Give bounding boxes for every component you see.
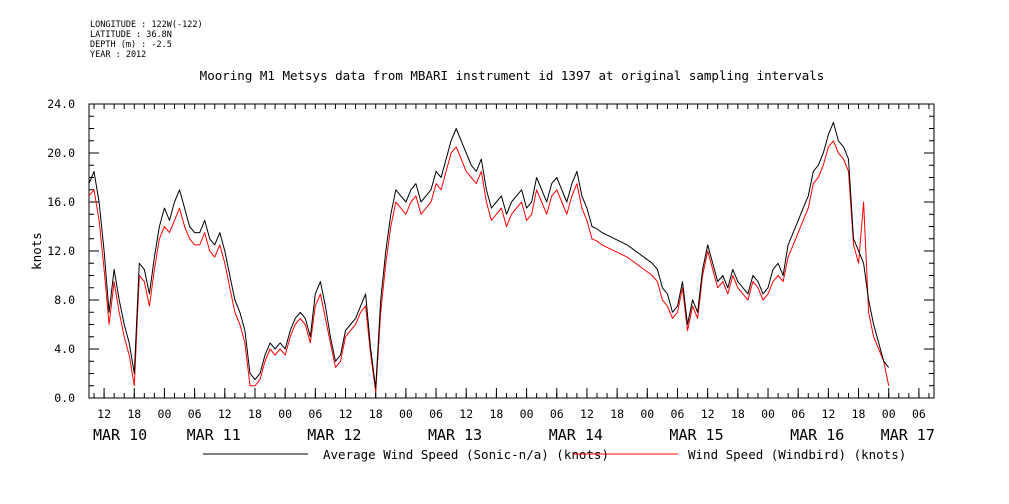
x-tick-label: 18	[852, 407, 866, 421]
x-tick-label: 06	[671, 407, 685, 421]
legend: Average Wind Speed (Sonic-n/a) (knots) W…	[203, 447, 906, 462]
legend-label-windbird: Wind Speed (Windbird) (knots)	[688, 447, 906, 462]
legend-label-sonic: Average Wind Speed (Sonic-n/a) (knots)	[323, 447, 609, 462]
x-tick-label: 18	[489, 407, 503, 421]
x-day-label: MAR 12	[307, 426, 361, 444]
x-day-label: MAR 17	[881, 426, 935, 444]
x-tick-label: 12	[821, 407, 835, 421]
x-day-label: MAR 14	[549, 426, 603, 444]
plot-frame	[88, 103, 935, 399]
series-line-windbird	[88, 140, 890, 393]
x-tick-label: 00	[158, 407, 172, 421]
x-tick-label: 12	[580, 407, 594, 421]
year-label: YEAR : 2012	[90, 50, 147, 60]
x-tick-label: 00	[278, 407, 292, 421]
x-tick-label: 18	[369, 407, 383, 421]
x-tick-label: 06	[188, 407, 202, 421]
longitude-label: LONGITUDE : 122W(-122)	[90, 20, 203, 30]
x-day-label: MAR 13	[428, 426, 482, 444]
x-tick-label: 06	[791, 407, 805, 421]
x-tick-label: 00	[761, 407, 775, 421]
x-tick-label: 06	[912, 407, 926, 421]
x-tick-label: 00	[520, 407, 534, 421]
y-axis-label: knots	[29, 232, 44, 270]
y-axis: 0.0 4.0 8.0 12.0 16.0 20.0 24.0	[47, 97, 934, 405]
y-tick-label: 20.0	[47, 146, 75, 160]
x-tick-label: 00	[399, 407, 413, 421]
x-tick-label: 18	[127, 407, 141, 421]
station-metadata: LONGITUDE : 122W(-122) LATITUDE : 36.8N …	[90, 20, 203, 60]
chart-title: Mooring M1 Metsys data from MBARI instru…	[200, 68, 825, 83]
y-tick-label: 8.0	[54, 293, 75, 307]
x-tick-label: 06	[308, 407, 322, 421]
x-axis: 12 18 00 06 12 18 00 06 12 18 00 06 12 18 00 06 12 18 00 06…	[93, 104, 935, 444]
x-tick-label: 18	[610, 407, 624, 421]
x-tick-label: 18	[731, 407, 745, 421]
depth-label: DEPTH (m) : -2.5	[90, 40, 172, 50]
x-day-label: MAR 11	[187, 426, 241, 444]
x-day-label: MAR 16	[790, 426, 844, 444]
series-group	[88, 121, 890, 393]
x-tick-label: 12	[701, 407, 715, 421]
y-tick-label: 4.0	[54, 342, 75, 356]
x-tick-label: 12	[459, 407, 473, 421]
series-line-sonic	[88, 121, 890, 389]
y-tick-label: 16.0	[47, 195, 75, 209]
y-tick-label: 12.0	[47, 244, 75, 258]
y-tick-label: 0.0	[54, 391, 75, 405]
x-tick-label: 00	[882, 407, 896, 421]
x-tick-label: 12	[339, 407, 353, 421]
x-tick-label: 06	[429, 407, 443, 421]
x-tick-label: 00	[640, 407, 654, 421]
x-day-label: MAR 15	[669, 426, 723, 444]
x-tick-label: 06	[550, 407, 564, 421]
x-tick-label: 12	[97, 407, 111, 421]
x-tick-label: 12	[218, 407, 232, 421]
x-tick-label: 18	[248, 407, 262, 421]
y-tick-label: 24.0	[47, 97, 75, 111]
x-day-label: MAR 10	[93, 426, 147, 444]
latitude-label: LATITUDE : 36.8N	[90, 30, 172, 40]
